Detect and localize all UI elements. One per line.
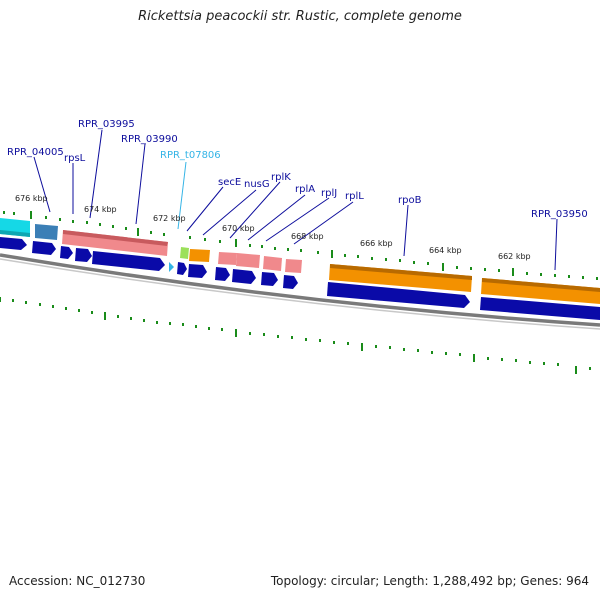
cds-arrow	[215, 267, 230, 281]
gene-label-rpsL[interactable]: rpsL	[64, 153, 86, 164]
cds-arrow	[75, 248, 92, 262]
cds-arrow	[188, 264, 207, 278]
rrna-small-2	[236, 253, 260, 268]
cds-arrow	[32, 241, 56, 255]
inner-ticks	[0, 297, 591, 374]
cds-arrow	[0, 237, 27, 250]
orange-right-band	[481, 278, 600, 304]
gene-label-RPR_03990[interactable]: RPR_03990	[121, 134, 178, 145]
kbp-label: 664 kbp	[429, 246, 462, 255]
kbp-label: 662 kbp	[498, 252, 531, 261]
gene-labels[interactable]: RPR_04005 rpsL RPR_03995 RPR_03990 RPR_t…	[7, 119, 588, 220]
outer-ticks	[3, 211, 598, 280]
gene-label-secE[interactable]: secE	[218, 177, 241, 188]
gene-label-rpoB[interactable]: rpoB	[398, 195, 422, 206]
cds-arrow	[232, 269, 256, 284]
kbp-label: 672 kbp	[153, 214, 186, 223]
trna-marker	[169, 262, 174, 272]
cds-arrow	[327, 282, 470, 308]
label-leaders	[33, 129, 558, 271]
steelblue-feature	[35, 224, 58, 240]
cds-arrow	[177, 262, 187, 275]
topology-text: Topology: circular; Length: 1,288,492 bp…	[270, 574, 589, 588]
kbp-label: 676 kbp	[15, 194, 48, 203]
gene-label-RPR_04005[interactable]: RPR_04005	[7, 147, 64, 158]
genome-backbone	[0, 253, 600, 327]
orange-small	[189, 249, 210, 262]
rpoB-band	[329, 264, 472, 292]
rrna-small-4	[285, 259, 302, 273]
rrna-small-1	[218, 252, 237, 265]
gene-label-rplK[interactable]: rplK	[271, 172, 291, 183]
gene-label-RPR_t07806[interactable]: RPR_t07806	[160, 150, 221, 161]
kbp-label: 668 kbp	[291, 232, 324, 241]
gene-label-rplA[interactable]: rplA	[295, 184, 315, 195]
kbp-label: 666 kbp	[360, 239, 393, 248]
feature-bands	[0, 218, 600, 304]
gene-label-RPR_03995[interactable]: RPR_03995	[78, 119, 135, 130]
accession-text: Accession: NC_012730	[9, 574, 146, 588]
cds-arrow	[283, 275, 298, 289]
cds-arrow	[480, 297, 600, 320]
gene-label-rplL[interactable]: rplL	[345, 191, 364, 202]
rrna-small-3	[263, 256, 282, 271]
kbp-labels: 676 kbp 674 kbp 672 kbp 670 kbp 668 kbp …	[15, 194, 531, 261]
kbp-label: 670 kbp	[222, 224, 255, 233]
cds-arrow	[92, 251, 165, 271]
cds-arrows	[0, 237, 600, 320]
gene-label-nusG[interactable]: nusG	[244, 179, 270, 190]
page-title: Rickettsia peacockii str. Rustic, comple…	[138, 9, 462, 24]
trna-leader	[177, 161, 187, 230]
cds-arrow	[261, 272, 278, 286]
cds-arrow	[60, 246, 73, 259]
gene-label-rplJ[interactable]: rplJ	[321, 188, 337, 199]
green-feature	[180, 247, 189, 259]
gene-label-RPR_03950[interactable]: RPR_03950	[531, 209, 588, 220]
kbp-label: 674 kbp	[84, 205, 117, 214]
